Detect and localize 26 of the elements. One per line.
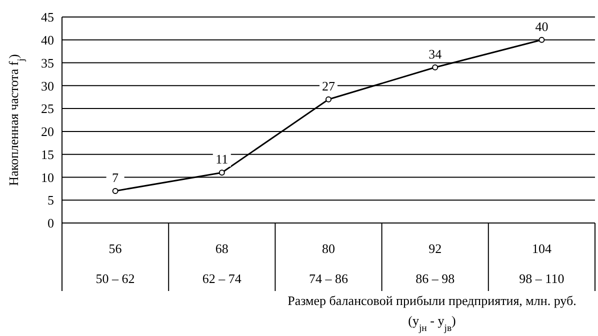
data-label: 34 [428, 46, 442, 62]
x-tick-label: 92 86 – 98 [416, 241, 455, 286]
data-label: 7 [112, 170, 120, 185]
x-tick-label: 104 98 – 110 [519, 241, 564, 286]
y-tick-label: 45 [41, 10, 54, 25]
x-tick-label: 68 62 – 74 [202, 241, 242, 286]
y-tick-label: 20 [41, 124, 54, 140]
x-axis-title: Размер балансовой прибыли предприятия, млн. руб. (y$_{jн}$ - y$_{jв}$) [288, 293, 576, 334]
point [218, 170, 225, 176]
y-tick-label: 25 [41, 101, 54, 116]
y-tick-label: 40 [41, 32, 54, 48]
y-tick-label: 35 [41, 55, 54, 70]
point [538, 36, 545, 43]
y-tick-label: 10 [41, 170, 54, 185]
data-label: 27 [322, 78, 336, 94]
y-tick-label: 15 [41, 146, 54, 162]
x-tick-label: 80 74 – 86 [309, 241, 348, 286]
data-label: 11 [216, 152, 228, 167]
point [432, 64, 438, 70]
y-tick-label: 30 [41, 78, 54, 94]
point [326, 96, 332, 102]
y-tick-label: 0 [48, 216, 54, 231]
point [112, 188, 118, 194]
x-tick-label: 56 50 – 62 [96, 241, 135, 286]
data-label: 40 [535, 18, 548, 34]
y-tick-label: 5 [48, 192, 54, 208]
